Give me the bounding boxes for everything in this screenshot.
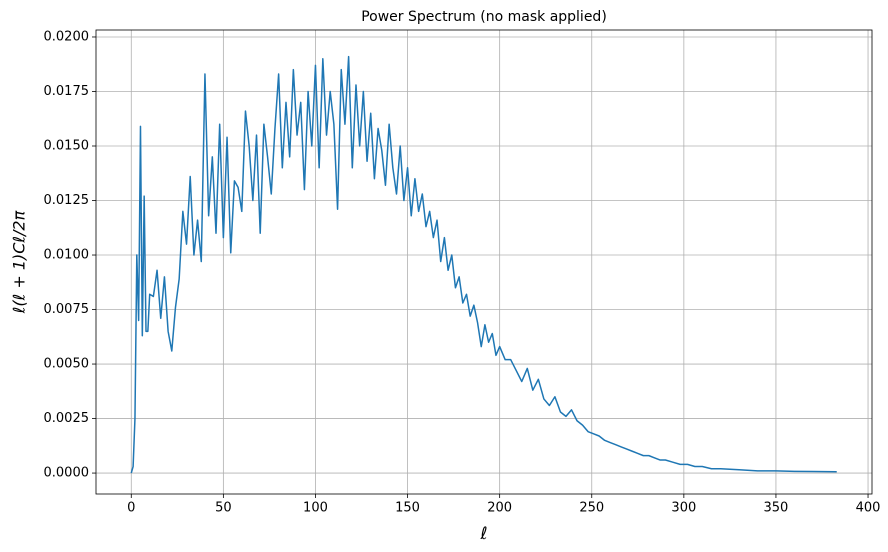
- x-tick-label: 350: [764, 501, 789, 516]
- y-tick-label: 0.0150: [44, 139, 90, 154]
- x-tick-label: 400: [856, 501, 881, 516]
- y-tick-label: 0.0000: [44, 466, 90, 481]
- x-axis-label: ℓ: [479, 524, 487, 544]
- y-tick-label: 0.0050: [44, 357, 90, 372]
- plot-frame: [95, 29, 873, 495]
- x-tick-label: 0: [127, 501, 135, 516]
- chart-title: Power Spectrum (no mask applied): [361, 9, 607, 25]
- y-tick-label: 0.0100: [44, 248, 90, 263]
- y-tick-label: 0.0200: [44, 29, 90, 44]
- x-tick-label: 100: [303, 501, 328, 516]
- y-tick-label: 0.0025: [44, 411, 90, 426]
- y-tick-label: 0.0125: [44, 193, 90, 208]
- data-line: [130, 55, 837, 474]
- y-tick-label: 0.0175: [44, 84, 90, 99]
- x-tick-label: 300: [671, 501, 696, 516]
- x-tick-label: 50: [215, 501, 232, 516]
- x-tick-label: 250: [579, 501, 604, 516]
- x-tick-label: 200: [487, 501, 512, 516]
- y-tick-label: 0.0075: [44, 302, 90, 317]
- x-tick-label: 150: [395, 501, 420, 516]
- y-axis-label: ℓ(ℓ + 1)Cℓ/2π: [10, 210, 29, 314]
